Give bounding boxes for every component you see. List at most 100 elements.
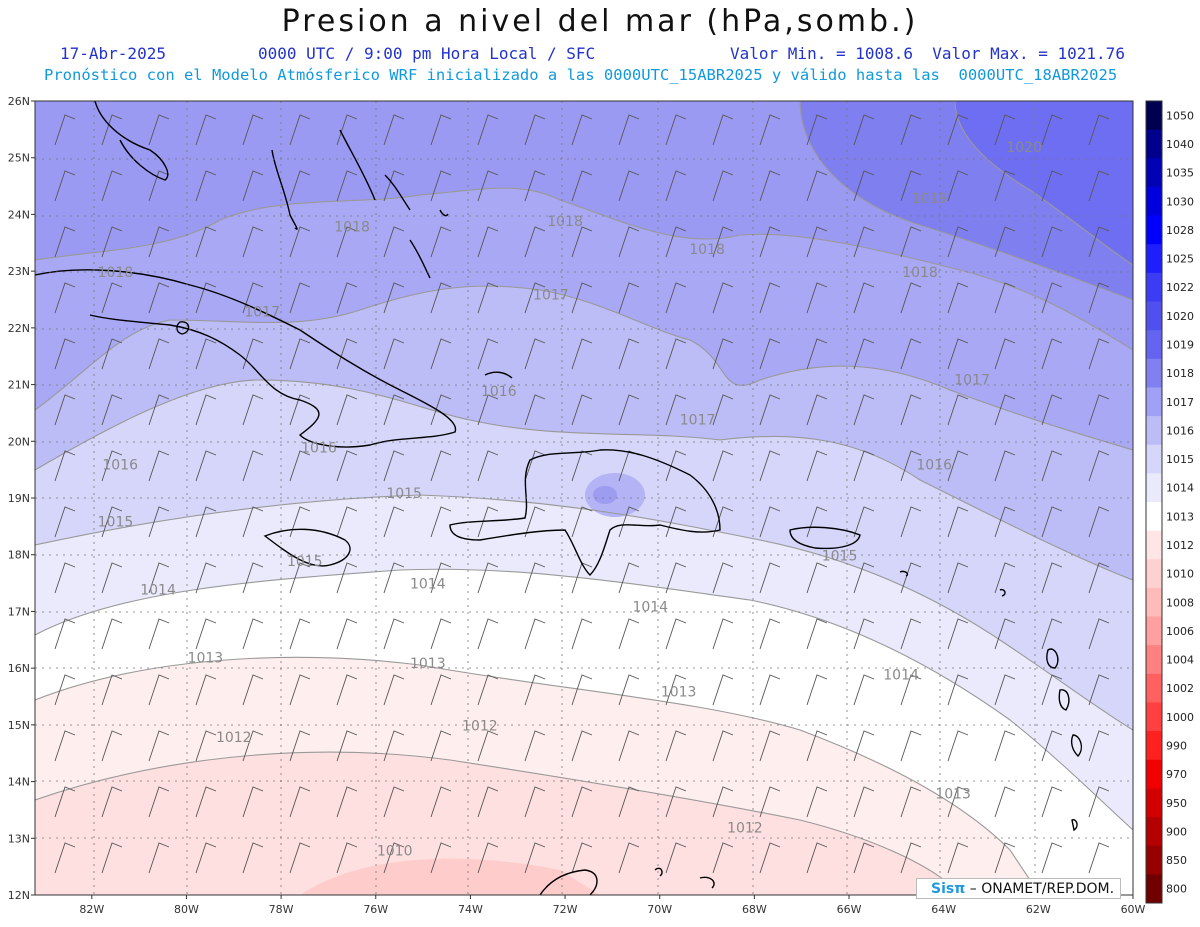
lat-tick-label: 21N <box>8 379 30 392</box>
colorbar-level-label: 1028 <box>1166 224 1194 237</box>
colorbar-swatch <box>1146 702 1162 732</box>
colorbar-level-label: 900 <box>1166 825 1187 838</box>
pressure-shading <box>35 101 1133 895</box>
coastlines <box>35 101 1083 895</box>
lat-tick-label: 24N <box>8 208 30 221</box>
colorbar-level-label: 1012 <box>1166 539 1194 552</box>
isobar-label: 1014 <box>883 667 919 683</box>
colorbar-level-label: 1014 <box>1166 482 1194 495</box>
colorbar-level-label: 1000 <box>1166 711 1194 724</box>
map-title: Presion a nivel del mar (hPa,somb.) <box>281 4 919 39</box>
lat-tick-label: 26N <box>8 95 30 108</box>
colorbar-swatch <box>1146 387 1162 417</box>
lon-tick-label: 66W <box>837 903 862 916</box>
colorbar-swatch <box>1146 817 1162 847</box>
colorbar-level-label: 990 <box>1166 739 1187 752</box>
lat-tick-label: 12N <box>8 889 30 902</box>
lon-tick-label: 72W <box>553 903 578 916</box>
isobar-label: 1016 <box>481 384 517 400</box>
lon-tick-label: 70W <box>647 903 672 916</box>
isobar-label: 1016 <box>102 458 138 474</box>
colorbar-level-label: 1008 <box>1166 596 1194 609</box>
lon-tick-label: 60W <box>1121 903 1146 916</box>
forecast-date: 17-Abr-2025 <box>60 44 166 63</box>
colorbar-level-label: 800 <box>1166 883 1187 896</box>
isobar-label: 1013 <box>661 685 697 701</box>
colorbar-swatch <box>1146 502 1162 532</box>
lat-lon-grid <box>35 101 1133 895</box>
colorbar-swatch <box>1146 330 1162 360</box>
lat-tick-label: 18N <box>8 549 30 562</box>
colorbar-swatch <box>1146 616 1162 646</box>
isobar-label: 1014 <box>140 582 176 598</box>
colorbar-swatch <box>1146 129 1162 159</box>
watermark-text: – ONAMET/REP.DOM. <box>969 881 1115 897</box>
colorbar-swatch <box>1146 673 1162 703</box>
lat-tick-label: 16N <box>8 662 30 675</box>
lat-tick-label: 15N <box>8 719 30 732</box>
colorbar-level-label: 970 <box>1166 768 1187 781</box>
colorbar-level-label: 1016 <box>1166 424 1194 437</box>
lon-tick-label: 62W <box>1026 903 1051 916</box>
lon-tick-label: 68W <box>742 903 767 916</box>
colorbar-swatch <box>1146 215 1162 245</box>
colorbar-swatch <box>1146 845 1162 875</box>
isobar-label: 1017 <box>244 305 280 321</box>
lon-tick-label: 78W <box>269 903 294 916</box>
colorbar-level-label: 1050 <box>1166 109 1194 122</box>
isobar-label: 1016 <box>301 441 337 457</box>
isobar-label: 1013 <box>188 650 224 666</box>
colorbar-level-label: 1010 <box>1166 568 1194 581</box>
colorbar-swatch <box>1146 101 1162 131</box>
isobar-labels: 1018 1018 1018 1018 1018 1019 1020 1017 1017 1017… <box>98 140 1042 859</box>
colorbar-level-label: 1035 <box>1166 167 1194 180</box>
onamet-watermark: Sisπ – ONAMET/REP.DOM. <box>916 878 1121 899</box>
wind-barbs <box>35 101 1133 895</box>
lat-tick-label: 19N <box>8 492 30 505</box>
lat-tick-label: 20N <box>8 435 30 448</box>
colorbar-swatch <box>1146 301 1162 331</box>
isobar-label: 1015 <box>287 554 323 570</box>
isobar-label: 1016 <box>916 458 952 474</box>
isobar-label: 1018 <box>334 219 370 235</box>
colorbar-level-label: 1020 <box>1166 310 1194 323</box>
colorbar-level-label: 1022 <box>1166 281 1194 294</box>
isobar-label: 1018 <box>547 214 583 230</box>
sisp-logo: Sisπ <box>931 881 966 897</box>
colorbar-level-label: 1025 <box>1166 253 1194 266</box>
colorbar-level-label: 850 <box>1166 854 1187 867</box>
colorbar-swatch <box>1146 530 1162 560</box>
isobar-label: 1014 <box>632 599 668 615</box>
isobar-label: 1014 <box>410 577 446 593</box>
isobar-label: 1015 <box>98 514 134 530</box>
colorbar-level-label: 1002 <box>1166 682 1194 695</box>
isobar-label: 1017 <box>680 412 716 428</box>
isobar-label: 1012 <box>462 719 498 735</box>
lat-tick-label: 13N <box>8 832 30 845</box>
lon-tick-label: 64W <box>931 903 956 916</box>
colorbar-swatch <box>1146 559 1162 589</box>
colorbar-swatch <box>1146 645 1162 675</box>
colorbar-swatch <box>1146 358 1162 388</box>
lat-tick-label: 17N <box>8 605 30 618</box>
colorbar-level-label: 1004 <box>1166 654 1194 667</box>
colorbar-level-label: 1013 <box>1166 510 1194 523</box>
colorbar-level-label: 1019 <box>1166 338 1194 351</box>
isobar-label: 1020 <box>1006 140 1042 156</box>
colorbar-level-label: 1018 <box>1166 367 1194 380</box>
latitude-axis: 26N 25N 24N 23N 22N 21N 20N 19N 18N 17N 16N 15N 14N 1… <box>8 95 35 902</box>
isobar-label: 1018 <box>98 265 134 281</box>
isobar-label: 1013 <box>935 787 971 803</box>
isobar-label: 1018 <box>902 265 938 281</box>
colorbar-swatch <box>1146 473 1162 503</box>
lon-tick-label: 74W <box>458 903 483 916</box>
colorbar-swatch <box>1146 731 1162 761</box>
lon-tick-label: 80W <box>174 903 199 916</box>
isobar-label: 1012 <box>216 730 252 746</box>
colorbar-swatch <box>1146 416 1162 446</box>
isobar-label: 1015 <box>386 486 422 502</box>
colorbar-level-label: 1040 <box>1166 138 1194 151</box>
colorbar-swatch <box>1146 759 1162 789</box>
isobar-label: 1010 <box>377 843 413 859</box>
lat-tick-label: 22N <box>8 322 30 335</box>
